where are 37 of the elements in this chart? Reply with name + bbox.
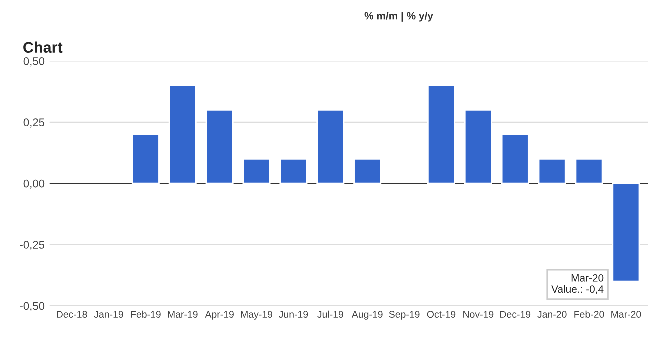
bar [427,84,456,184]
x-tick-label: Jan-20 [538,311,567,318]
x-tick-label: Apr-19 [205,311,234,320]
x-tick-label: Mar-19 [168,311,198,318]
x-tick-label: Mar-20 [612,311,642,318]
x-tick-label: Dec-18 [57,311,88,318]
bar [132,134,160,184]
bar [354,158,382,184]
bar [501,134,530,184]
bar [242,158,271,184]
y-tick-label: 0,00 [24,180,45,190]
y-tick-label: 0,25 [24,118,45,128]
x-tick-label: Feb-20 [574,310,604,318]
x-tick-label: Jun-19 [279,311,308,318]
bar [206,109,234,184]
bar [575,158,604,184]
x-tick-label: Dec-19 [500,311,531,318]
x-tick-label: Aug-19 [352,311,383,320]
y-tick-label: -0,25 [20,241,45,250]
y-tick-label: -0,50 [20,302,45,312]
x-tick-label: May-19 [241,311,273,320]
x-tick-label: Sep-19 [389,311,420,320]
chart-title: Chart [24,42,63,54]
x-tick-label: Jan-19 [94,311,124,318]
text: % m/m | % y/y [364,12,434,22]
bar [280,158,308,184]
y-tick-label: 0,50 [24,57,45,67]
bar [538,158,566,184]
bar [168,84,197,184]
x-tick-label: Oct-19 [427,311,456,318]
x-tick-label: Jul-19 [318,310,344,318]
annotation: Mar-20 Value.: -0,4 [552,274,604,294]
bar [612,182,640,282]
x-tick-label: Feb-19 [131,310,161,318]
x-tick-label: Nov-19 [464,311,494,318]
bar [316,109,345,184]
bar [464,109,492,184]
